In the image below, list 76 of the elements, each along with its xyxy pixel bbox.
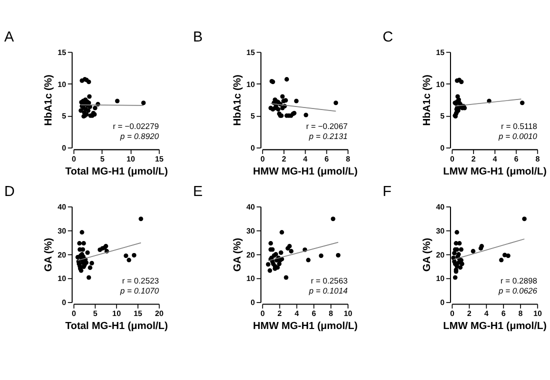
x-tick-label: 6	[501, 309, 506, 318]
x-tick-label: 8	[328, 309, 334, 318]
x-tick-label: 0	[72, 309, 76, 318]
x-tick-label: 0	[72, 154, 76, 164]
x-tick-label: 4	[484, 309, 490, 318]
y-axis-title: HbA1c (%)	[422, 74, 433, 126]
y-tick-label: 10	[58, 274, 66, 284]
y-axis-title: HbA1c (%)	[232, 74, 244, 126]
x-tick-label: 2	[467, 309, 472, 318]
y-tick-label: 5	[440, 112, 446, 121]
chart-title: B	[193, 30, 203, 46]
x-tick-label: 8	[346, 154, 351, 164]
y-tick-label: 10	[246, 274, 255, 284]
x-tick-label: 10	[344, 309, 352, 318]
y-tick-label: 10	[58, 80, 66, 89]
chart-title: C	[382, 30, 394, 46]
y-tick-label: 40	[246, 202, 255, 212]
x-tick-label: 10	[126, 154, 136, 164]
y-tick-label: 0	[250, 298, 255, 308]
y-axis-title: GA (%)	[232, 238, 244, 272]
x-tick-label: 6	[324, 154, 329, 164]
x-tick-label: 5	[93, 309, 98, 318]
y-tick-label: 15	[58, 48, 67, 57]
y-tick-label: 10	[246, 80, 255, 89]
chart-title: D	[4, 184, 15, 200]
y-tick-label: 40	[436, 202, 445, 212]
x-tick-label: 0	[260, 154, 265, 164]
y-tick-label: 5	[250, 112, 256, 121]
x-tick-label: 0	[450, 309, 454, 318]
y-tick-label: 30	[436, 226, 445, 236]
x-tick-label: 4	[492, 154, 498, 164]
y-tick-label: 15	[246, 48, 256, 57]
y-tick-label: 30	[246, 226, 255, 236]
y-tick-label: 5	[62, 112, 67, 121]
x-axis-title: Total MG-H1 (μmol/L)	[65, 321, 168, 332]
y-tick-label: 20	[436, 250, 445, 260]
x-tick-label: 5	[100, 154, 106, 164]
x-tick-label: 0	[260, 309, 265, 318]
y-axis-title: GA (%)	[422, 238, 433, 272]
x-tick-label: 10	[533, 309, 542, 318]
y-axis-title: GA (%)	[44, 238, 55, 272]
x-axis-title: LMW MG-H1 (μmol/L)	[443, 166, 547, 178]
y-tick-label: 0	[250, 144, 255, 153]
x-tick-label: 4	[303, 154, 308, 164]
x-tick-label: 0	[450, 154, 454, 164]
chart-title: A	[4, 30, 14, 46]
y-tick-label: 30	[58, 226, 66, 236]
y-tick-label: 0	[62, 298, 66, 308]
y-tick-label: 20	[58, 250, 66, 260]
y-tick-label: 10	[436, 274, 445, 284]
x-axis-title: Total MG-H1 (μmol/L)	[65, 166, 168, 178]
y-tick-label: 0	[440, 298, 445, 308]
x-tick-label: 6	[514, 154, 518, 164]
x-tick-label: 10	[112, 309, 121, 318]
x-tick-label: 2	[471, 154, 476, 164]
y-tick-label: 40	[58, 202, 66, 212]
y-tick-label: 15	[436, 48, 446, 57]
x-tick-label: 6	[312, 309, 316, 318]
y-tick-label: 0	[62, 144, 66, 153]
x-axis-title: HMW MG-H1 (μmol/L)	[253, 166, 358, 178]
y-axis-title: HbA1c (%)	[44, 74, 55, 126]
x-axis-title: LMW MG-H1 (μmol/L)	[443, 321, 547, 332]
chart-title: E	[193, 184, 204, 200]
x-tick-label: 2	[278, 309, 282, 318]
y-tick-label: 10	[436, 80, 445, 89]
y-tick-label: 0	[440, 144, 445, 153]
x-tick-label: 8	[518, 309, 524, 318]
x-tick-label: 15	[134, 309, 143, 318]
x-tick-label: 4	[294, 309, 300, 318]
x-tick-label: 20	[155, 309, 164, 318]
x-tick-label: 8	[535, 154, 540, 164]
x-tick-label: 15	[155, 154, 164, 164]
y-tick-label: 20	[246, 250, 255, 260]
x-tick-label: 2	[282, 154, 286, 164]
chart-title: F	[382, 184, 392, 200]
x-axis-title: HMW MG-H1 (μmol/L)	[253, 321, 358, 332]
